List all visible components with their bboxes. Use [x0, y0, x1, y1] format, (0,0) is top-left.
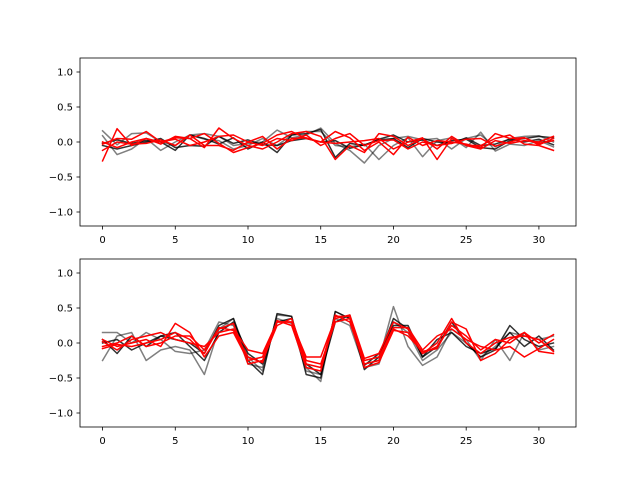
series-line-5: [101, 130, 555, 156]
series-line-7: [101, 134, 555, 161]
series-group: [101, 127, 555, 164]
y-tick-label: −0.5: [49, 374, 73, 385]
x-tick-label: 5: [172, 436, 178, 447]
x-tick-label: 0: [99, 235, 105, 246]
x-tick-label: 5: [172, 235, 178, 246]
x-tick-label: 20: [387, 235, 400, 246]
y-tick-label: 1.0: [57, 68, 73, 79]
y-tick-label: −1.0: [49, 208, 73, 219]
y-tick-label: 0.0: [57, 339, 73, 350]
x-tick-label: 30: [533, 436, 546, 447]
series-line-7: [101, 315, 555, 372]
y-tick-label: −0.5: [49, 173, 73, 184]
x-tick-label: 25: [460, 436, 473, 447]
y-tick-label: 0.5: [57, 103, 73, 114]
y-tick-label: 0.0: [57, 138, 73, 149]
x-tick-label: 10: [242, 235, 255, 246]
x-tick-label: 0: [99, 436, 105, 447]
y-tick-label: 1.0: [57, 269, 73, 280]
x-tick-label: 25: [460, 235, 473, 246]
x-tick-label: 15: [314, 235, 327, 246]
top-axes: 0 5 10 15 20 25 30 −1.0 −0.5 0.0 0.5 1.0: [49, 57, 577, 246]
x-tick-label: 10: [242, 436, 255, 447]
series-line-4: [101, 127, 555, 162]
series-line-4: [101, 314, 555, 362]
x-tick-label: 30: [533, 235, 546, 246]
bottom-axes: 0 5 10 15 20 25 30 −1.0 −0.5 0.0 0.5 1.0: [49, 258, 577, 447]
y-tick-label: 0.5: [57, 304, 73, 315]
series-group: [101, 305, 555, 383]
x-tick-label: 20: [387, 436, 400, 447]
y-tick-label: −1.0: [49, 409, 73, 420]
x-tick-label: 15: [314, 436, 327, 447]
